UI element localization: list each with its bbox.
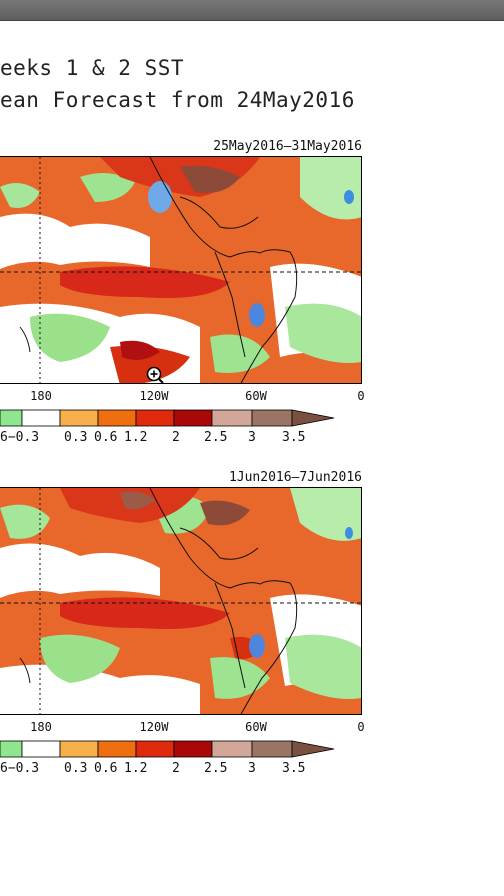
panel1-legend-label: 3 (248, 430, 256, 445)
legend-swatch (173, 740, 213, 758)
panel1-legend-label: 2 (172, 430, 180, 445)
legend-swatch (21, 409, 61, 427)
panel2-color-legend (0, 739, 340, 759)
panel1-legend-label: 3.5 (282, 430, 306, 445)
panel2-legend-label: 6−0.3 (0, 761, 40, 776)
panel1-lon-label-60w: 60W (245, 389, 267, 403)
legend-swatch (251, 409, 293, 427)
panel1-legend-label: 1.2 (124, 430, 148, 445)
panel2-legend-label: 0.6 (94, 761, 118, 776)
legend-swatch (251, 740, 293, 758)
panel2-legend-label: 2 (172, 761, 180, 776)
page-title-line1: eeks 1 & 2 SST (0, 56, 185, 80)
panel2-legend-label: 3.5 (282, 761, 306, 776)
panel1-legend-label: 0.6 (94, 430, 118, 445)
panel2-sst-map[interactable] (0, 487, 362, 715)
panel1-lon-label-120w: 120W (139, 389, 169, 403)
zoom-in-icon (146, 366, 164, 384)
panel1-lon-label-180: 180 (30, 389, 52, 403)
legend-swatch (59, 409, 99, 427)
panel1-sst-map[interactable] (0, 156, 362, 384)
panel2-legend-label: 1.2 (124, 761, 148, 776)
panel1-legend-label: 2.5 (204, 430, 228, 445)
page-title-line2: ean Forecast from 24May2016 (0, 88, 355, 112)
panel1-legend-label: 6−0.3 (0, 430, 40, 445)
panel1-lon-label-0: 0 (357, 389, 365, 403)
panel2-legend-label: 0.3 (64, 761, 88, 776)
legend-swatch (97, 409, 137, 427)
panel2-lon-label-180: 180 (30, 720, 52, 734)
panel2-legend-label: 3 (248, 761, 256, 776)
legend-swatch (0, 740, 23, 758)
panel2-date-range: 1Jun2016–7Jun2016 (228, 470, 362, 485)
legend-swatch (135, 740, 175, 758)
panel1-date-range: 25May2016–31May2016 (213, 139, 362, 154)
panel2-lon-label-120w: 120W (139, 720, 169, 734)
legend-swatch (211, 409, 253, 427)
legend-arrow-swatch (291, 740, 335, 758)
legend-swatch (0, 409, 23, 427)
legend-swatch (97, 740, 137, 758)
panel1-color-legend (0, 408, 340, 428)
legend-swatch (21, 740, 61, 758)
panel2-lon-label-60w: 60W (245, 720, 267, 734)
legend-swatch (173, 409, 213, 427)
panel1-legend-label: 0.3 (64, 430, 88, 445)
legend-swatch (59, 740, 99, 758)
legend-arrow-swatch (291, 409, 335, 427)
legend-swatch (135, 409, 175, 427)
panel2-lon-label-0: 0 (357, 720, 365, 734)
panel2-legend-label: 2.5 (204, 761, 228, 776)
browser-top-bar (0, 0, 504, 21)
legend-swatch (211, 740, 253, 758)
